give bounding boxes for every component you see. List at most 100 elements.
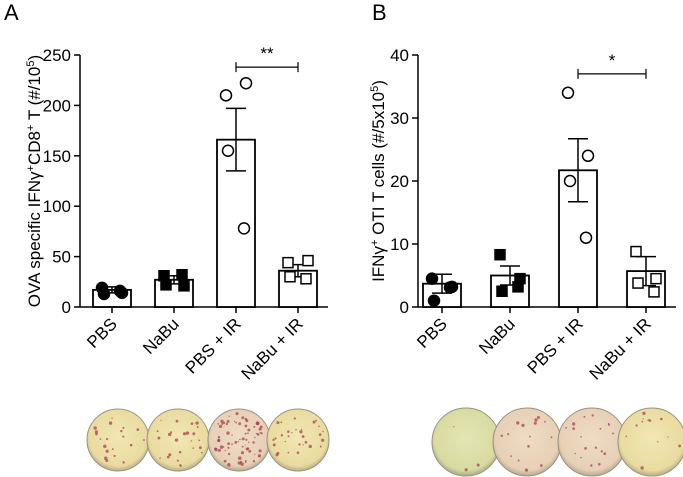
data-point <box>97 287 111 301</box>
y-tick-label: 10 <box>390 235 409 254</box>
spot <box>272 443 276 447</box>
spot <box>276 421 280 425</box>
spot <box>640 466 644 470</box>
spot <box>287 451 290 454</box>
spot <box>536 415 540 420</box>
spot <box>142 439 145 441</box>
y-axis-label-part: ) <box>25 55 44 61</box>
y-axis-label-part: ) <box>369 80 388 86</box>
spot <box>258 427 262 431</box>
spot <box>642 418 644 420</box>
data-point <box>160 279 172 291</box>
spot <box>227 442 231 446</box>
spot <box>574 452 577 455</box>
y-tick-label: 250 <box>43 46 71 65</box>
panel-label: B <box>372 0 387 25</box>
spot <box>591 414 594 417</box>
spot <box>648 419 652 422</box>
spot <box>105 449 109 453</box>
spot <box>235 412 239 416</box>
spot <box>129 443 133 447</box>
spot <box>607 423 611 426</box>
y-tick-label: 30 <box>390 109 409 128</box>
data-point <box>219 89 233 102</box>
spot <box>228 415 230 418</box>
spot <box>190 440 193 442</box>
spot <box>178 450 182 454</box>
spot <box>192 447 194 449</box>
spot <box>179 464 181 467</box>
spot <box>296 451 300 455</box>
y-tick-label: 0 <box>62 298 71 317</box>
spot <box>597 462 601 466</box>
significance-bracket <box>235 62 299 73</box>
spot <box>182 432 187 436</box>
spot <box>226 431 230 435</box>
spot <box>291 431 293 434</box>
spot <box>239 438 241 441</box>
spot <box>217 436 221 439</box>
spot <box>245 419 249 423</box>
spot <box>108 421 113 425</box>
spot <box>198 439 201 442</box>
data-point <box>443 281 457 294</box>
spot <box>257 454 262 458</box>
spot <box>235 421 238 424</box>
spot <box>198 446 202 450</box>
well <box>492 407 562 477</box>
spot <box>159 457 161 459</box>
spot <box>214 447 217 451</box>
well <box>617 407 683 477</box>
y-axis-label-part: + <box>369 240 381 246</box>
spot <box>453 426 455 428</box>
spot <box>227 463 231 467</box>
spot <box>657 441 659 443</box>
well-images <box>86 407 683 477</box>
spot <box>550 436 553 439</box>
error-bar <box>226 107 246 172</box>
spot <box>240 462 244 466</box>
x-tick-label: PBS + IR <box>524 314 587 377</box>
data-point <box>425 272 439 285</box>
spot <box>136 428 140 431</box>
spot <box>196 426 199 429</box>
spot <box>169 431 173 434</box>
spot <box>322 430 324 433</box>
well <box>266 408 330 472</box>
spot <box>122 461 125 464</box>
data-point <box>632 277 644 289</box>
x-tick-label: NaBu + IR <box>238 314 307 383</box>
spot <box>507 433 510 436</box>
spot <box>247 428 251 432</box>
spot <box>244 424 248 428</box>
spot <box>111 417 113 419</box>
spot <box>225 422 228 426</box>
spot <box>274 437 277 440</box>
spot <box>234 440 238 444</box>
spot <box>308 444 312 449</box>
spot <box>113 454 116 458</box>
y-axis-label-part: + <box>25 165 37 171</box>
spot <box>111 448 114 451</box>
spot <box>284 440 286 443</box>
spot <box>280 421 283 424</box>
spot <box>533 421 537 425</box>
spot <box>104 456 108 460</box>
spot <box>168 453 172 457</box>
spot <box>254 436 256 439</box>
spot <box>299 430 303 434</box>
spot <box>272 438 275 441</box>
spot <box>105 437 109 441</box>
spot <box>222 421 226 425</box>
spot <box>517 459 520 462</box>
spot <box>464 468 468 472</box>
x-tick-label: NaBu <box>475 314 519 358</box>
spot <box>259 431 262 434</box>
spot <box>231 443 233 446</box>
spot <box>237 456 242 461</box>
spot <box>246 447 250 450</box>
spot <box>275 453 279 457</box>
spot <box>217 423 220 425</box>
spot <box>527 445 530 448</box>
y-axis-label-part: + <box>25 125 37 131</box>
